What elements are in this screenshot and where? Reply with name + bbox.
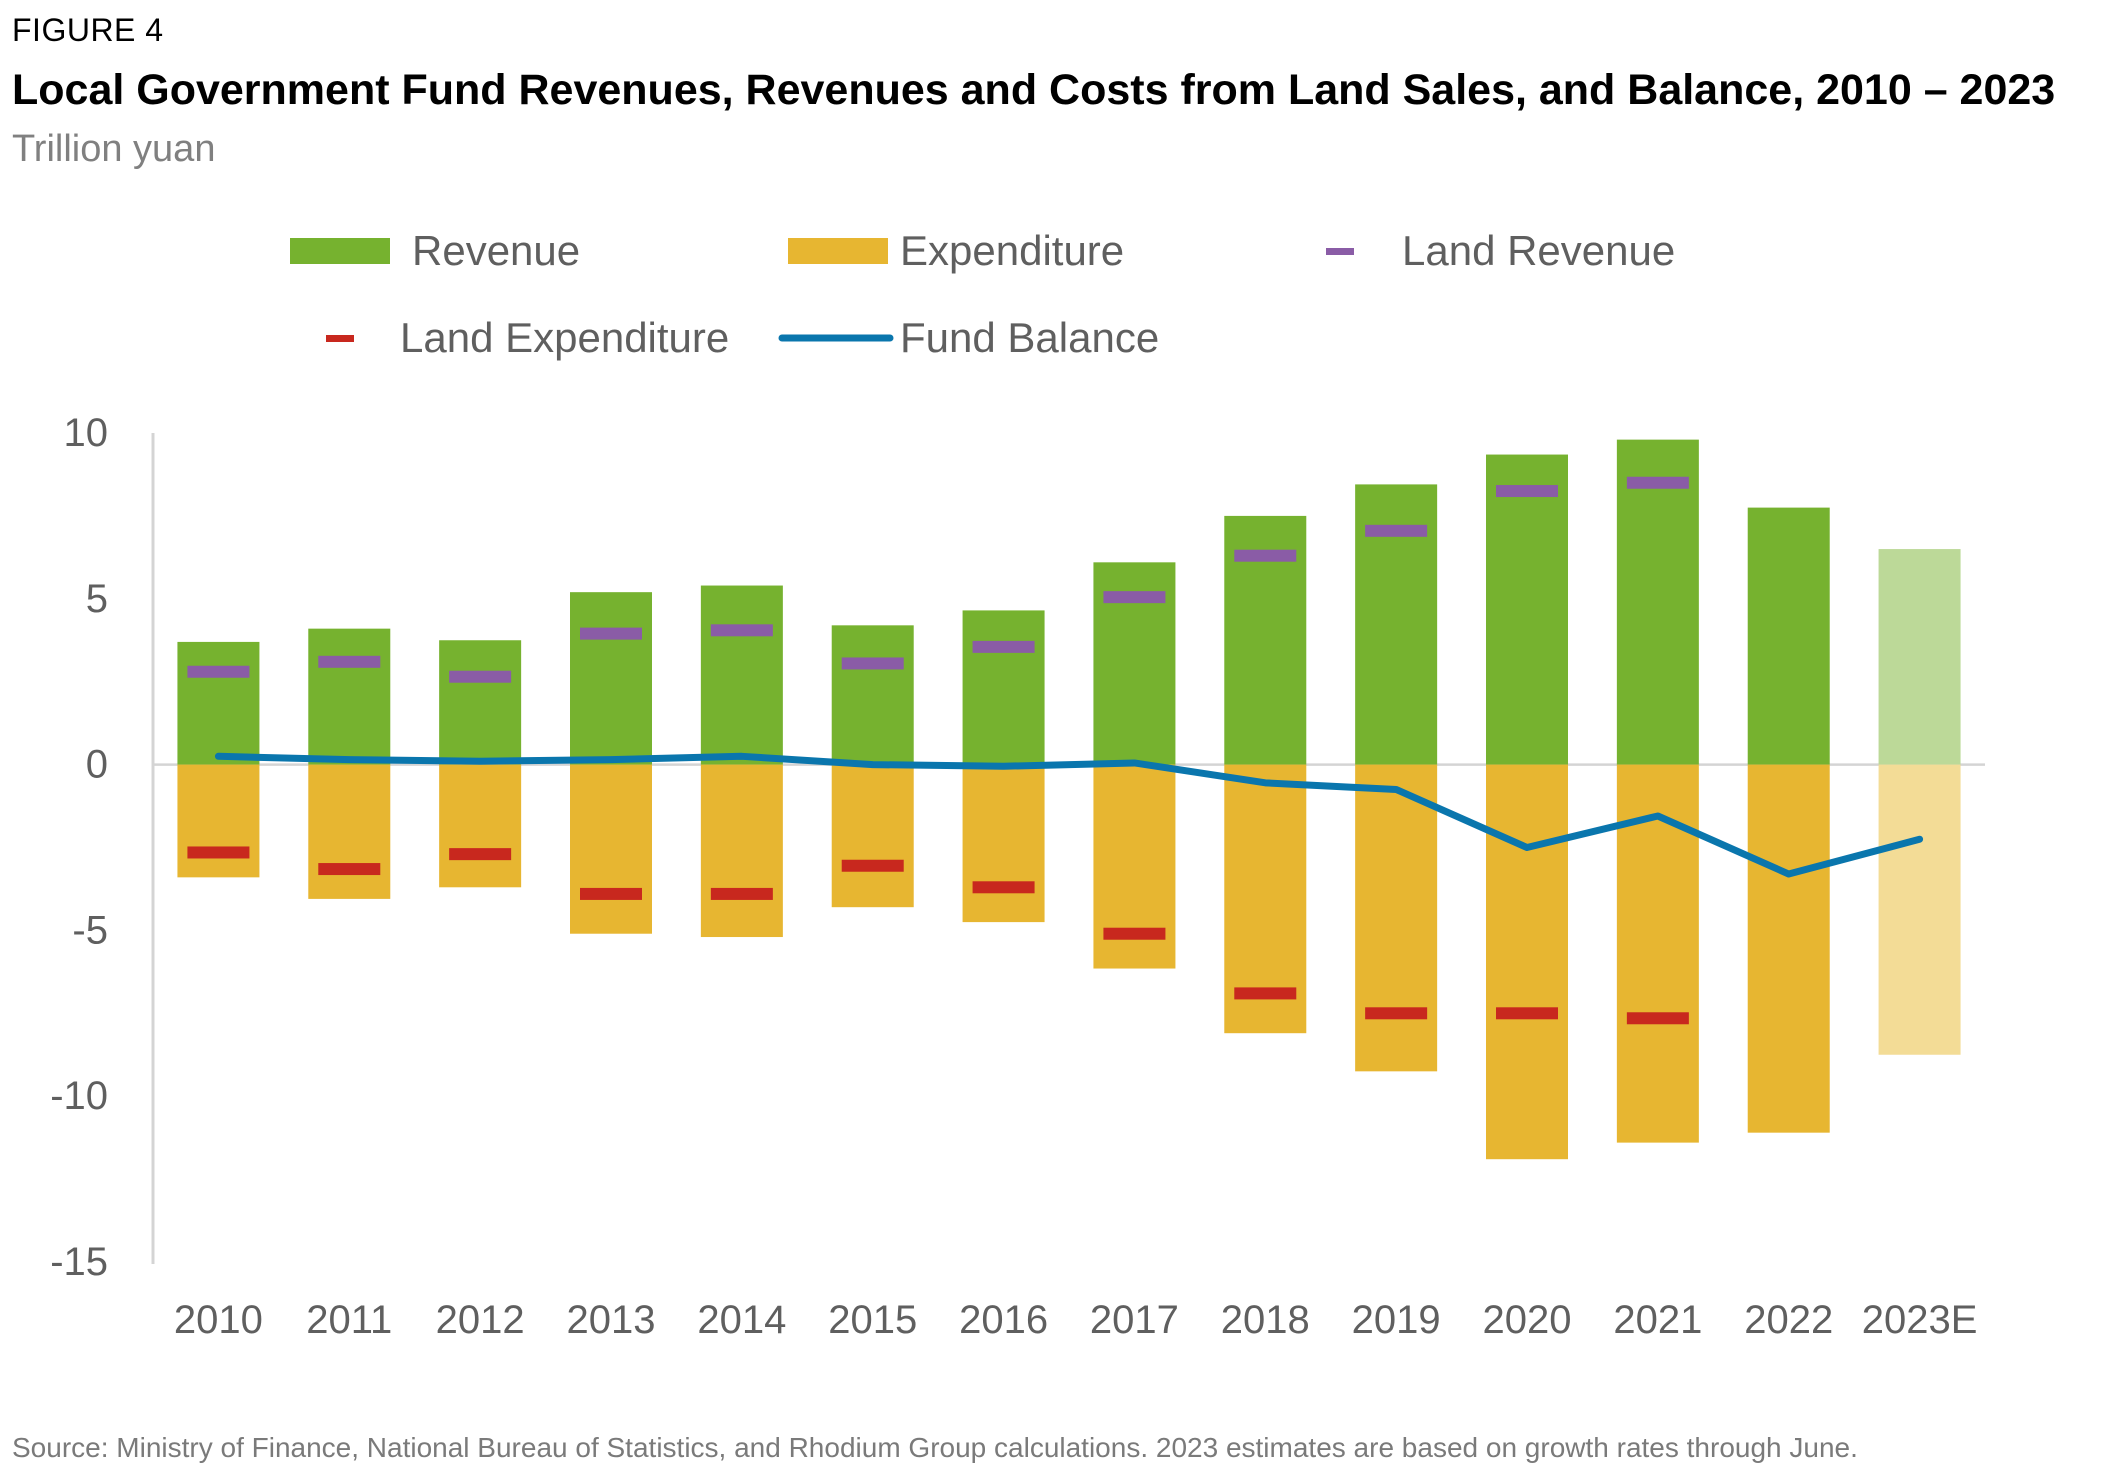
expenditure-bar bbox=[1747, 764, 1830, 1133]
expenditure-bar bbox=[700, 764, 783, 938]
y-tick-label: -10 bbox=[50, 1074, 108, 1118]
legend-swatch-land-expenditure bbox=[326, 335, 354, 342]
expenditure-bar bbox=[439, 764, 522, 888]
expenditure-bar bbox=[177, 764, 260, 878]
legend-label-fund-balance: Fund Balance bbox=[900, 314, 1159, 361]
x-tick-label: 2014 bbox=[697, 1298, 786, 1342]
y-tick-label: -15 bbox=[50, 1240, 108, 1284]
revenue-bar bbox=[700, 585, 783, 765]
land-expenditure-marker bbox=[841, 859, 904, 872]
land-expenditure-marker bbox=[1103, 927, 1166, 940]
legend-swatch-expenditure bbox=[788, 238, 888, 264]
land-revenue-marker bbox=[1365, 524, 1428, 537]
expenditure-bar bbox=[308, 764, 391, 899]
land-revenue-marker bbox=[1496, 485, 1558, 498]
land-expenditure-marker bbox=[318, 863, 381, 876]
x-tick-label: 2015 bbox=[828, 1298, 917, 1342]
land-expenditure-marker bbox=[972, 881, 1035, 894]
land-revenue-marker bbox=[449, 670, 512, 683]
land-revenue-marker bbox=[710, 624, 773, 637]
land-revenue-marker bbox=[1103, 591, 1166, 604]
land-revenue-marker bbox=[187, 665, 250, 678]
revenue-bar bbox=[1486, 454, 1568, 765]
y-tick-label: -5 bbox=[72, 908, 108, 952]
x-tick-label: 2023E bbox=[1862, 1298, 1978, 1342]
land-revenue-marker bbox=[841, 657, 904, 670]
land-revenue-marker bbox=[580, 627, 642, 640]
x-tick-label: 2010 bbox=[174, 1298, 263, 1342]
legend-label-land-revenue: Land Revenue bbox=[1402, 227, 1675, 274]
x-tick-label: 2016 bbox=[959, 1298, 1048, 1342]
y-tick-label: 0 bbox=[86, 743, 108, 787]
revenue-bar bbox=[177, 641, 260, 765]
land-revenue-marker bbox=[1234, 549, 1297, 562]
x-tick-label: 2012 bbox=[436, 1298, 525, 1342]
legend-swatch-revenue bbox=[290, 238, 390, 264]
bars bbox=[177, 439, 1961, 1160]
revenue-bar bbox=[1878, 549, 1961, 765]
x-tick-label: 2021 bbox=[1613, 1298, 1702, 1342]
x-tick-label: 2022 bbox=[1744, 1298, 1833, 1342]
expenditure-bar bbox=[1878, 764, 1961, 1055]
land-expenditure-marker bbox=[1234, 987, 1297, 1000]
legend-swatch-land-revenue bbox=[1326, 248, 1354, 255]
source-note: Source: Ministry of Finance, National Bu… bbox=[12, 1432, 1858, 1463]
revenue-bar bbox=[439, 640, 522, 765]
revenue-bar bbox=[308, 628, 391, 765]
land-markers bbox=[187, 476, 1689, 1025]
land-expenditure-marker bbox=[449, 848, 512, 861]
land-expenditure-marker bbox=[1496, 1007, 1558, 1020]
y-tick-label: 10 bbox=[64, 411, 109, 455]
land-expenditure-marker bbox=[1365, 1007, 1428, 1020]
land-expenditure-marker bbox=[710, 887, 773, 900]
chart-title: Local Government Fund Revenues, Revenues… bbox=[12, 66, 2056, 114]
legend-label-expenditure: Expenditure bbox=[900, 227, 1124, 274]
chart: Revenue Expenditure Land Revenue Land Expen… bbox=[50, 227, 1985, 1342]
legend: Revenue Expenditure Land Revenue Land Expen… bbox=[290, 227, 1675, 361]
land-expenditure-marker bbox=[1626, 1012, 1689, 1025]
revenue-bar bbox=[1747, 507, 1830, 765]
expenditure-bar bbox=[570, 764, 652, 934]
land-revenue-marker bbox=[972, 640, 1035, 653]
x-tick-label: 2020 bbox=[1483, 1298, 1572, 1342]
expenditure-bar bbox=[962, 764, 1045, 923]
x-tick-label: 2013 bbox=[567, 1298, 656, 1342]
x-tick-label: 2018 bbox=[1221, 1298, 1310, 1342]
legend-label-land-expenditure: Land Expenditure bbox=[400, 314, 729, 361]
land-revenue-marker bbox=[318, 655, 381, 668]
x-tick-labels: 2010 2011 2012 2013 2014 2015 2016 2017 2018 2019… bbox=[174, 1298, 1977, 1342]
chart-subtitle: Trillion yuan bbox=[12, 128, 216, 170]
y-tick-label: 5 bbox=[86, 577, 108, 621]
revenue-bar bbox=[962, 610, 1045, 765]
land-expenditure-marker bbox=[580, 887, 642, 900]
land-expenditure-marker bbox=[187, 846, 250, 859]
revenue-bar bbox=[570, 592, 652, 765]
x-tick-label: 2011 bbox=[306, 1298, 392, 1342]
expenditure-bar bbox=[831, 764, 914, 908]
expenditure-bar bbox=[1486, 764, 1568, 1160]
x-tick-label: 2017 bbox=[1090, 1298, 1179, 1342]
fund-balance-line bbox=[214, 752, 1924, 878]
land-revenue-marker bbox=[1626, 476, 1689, 489]
fund-balance-line-group bbox=[214, 752, 1924, 878]
x-tick-label: 2019 bbox=[1352, 1298, 1441, 1342]
figure-label: FIGURE 4 bbox=[12, 12, 164, 48]
revenue-bar bbox=[831, 625, 914, 765]
expenditure-bar bbox=[1355, 764, 1438, 1072]
revenue-bar bbox=[1616, 439, 1699, 765]
legend-label-revenue: Revenue bbox=[412, 227, 580, 274]
